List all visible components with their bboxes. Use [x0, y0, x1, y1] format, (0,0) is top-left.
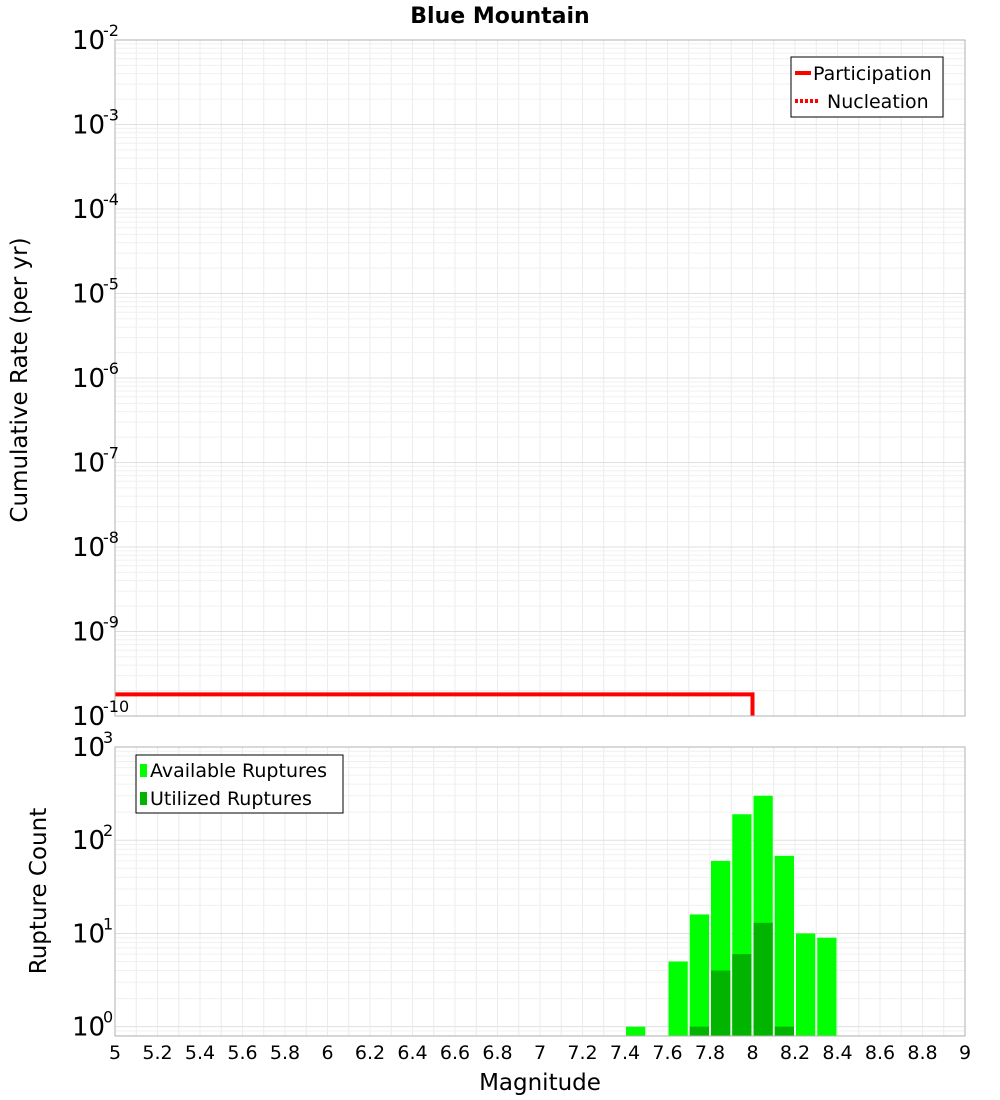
legend-nucleation-label: Nucleation	[827, 91, 929, 113]
bar-available-ruptures	[689, 914, 709, 1036]
x-tick-label: 5.4	[185, 1042, 215, 1064]
bottom-y-tick-exponent: 1	[103, 914, 113, 933]
top-series-group	[115, 692, 755, 716]
bottom-x-ticks: 5 5.2 5.4 5.6 5.8 6 6.2 6.4 6.6 6.8 7 7.2 7.4 7.6 7.8 8…	[109, 1042, 971, 1064]
x-tick-label: 5.2	[142, 1042, 172, 1064]
x-tick-label: 8.6	[865, 1042, 895, 1064]
top-y-tick-base: 10	[72, 111, 105, 141]
top-y-tick: 10-6	[72, 359, 119, 394]
top-y-tick: 10-10	[72, 697, 129, 732]
top-y-tick-exponent: -3	[103, 106, 119, 125]
legend-available-swatch	[140, 764, 147, 777]
top-y-tick-base: 10	[72, 618, 105, 648]
top-y-tick: 10-4	[72, 190, 119, 225]
bottom-y-tick-base: 10	[72, 1013, 105, 1043]
bar-utilized-ruptures	[689, 1026, 709, 1036]
top-legend-box	[790, 56, 944, 118]
x-tick-label: 6.4	[397, 1042, 427, 1064]
x-tick-label: 5	[109, 1042, 121, 1064]
bottom-y-tick: 103	[72, 728, 113, 763]
legend-utilized-swatch	[140, 792, 147, 805]
x-tick-label: 7.2	[567, 1042, 597, 1064]
bottom-y-axis-label: Rupture Count	[26, 808, 52, 974]
x-tick-label: 7.6	[652, 1042, 682, 1064]
x-tick-label: 5.8	[270, 1042, 300, 1064]
bottom-legend: Available Ruptures Utilized Ruptures	[135, 754, 344, 814]
series-line-participation	[115, 692, 755, 716]
x-tick-label: 8.2	[780, 1042, 810, 1064]
bottom-y-tick-base: 10	[72, 826, 105, 856]
top-y-tick-exponent: -5	[103, 275, 119, 294]
top-y-tick: 10-7	[72, 444, 119, 479]
top-y-ticks: 10-210-310-410-510-610-710-810-910-10	[72, 21, 129, 732]
bar-utilized-ruptures	[753, 922, 773, 1036]
top-chart: Blue Mountain 10-210-310-410-510-610-710…	[7, 4, 966, 732]
x-tick-label: 9	[959, 1042, 971, 1064]
top-y-tick: 10-5	[72, 275, 119, 310]
x-tick-label: 6	[321, 1042, 333, 1064]
legend-available-label: Available Ruptures	[150, 760, 327, 782]
x-tick-label: 8.8	[907, 1042, 937, 1064]
bar-utilized-ruptures	[774, 1026, 794, 1036]
top-y-tick: 10-2	[72, 21, 119, 56]
bottom-plot-border	[114, 746, 966, 1037]
x-tick-label: 7.8	[695, 1042, 725, 1064]
top-y-tick-exponent: -6	[103, 359, 119, 378]
bar-available-ruptures	[774, 855, 794, 1036]
top-legend: Participation Nucleation	[790, 56, 944, 118]
top-plot-border	[114, 39, 966, 717]
top-y-axis-label: Cumulative Rate (per yr)	[7, 237, 33, 522]
x-axis-label: Magnitude	[479, 1070, 601, 1096]
top-y-tick-base: 10	[72, 195, 105, 225]
bottom-y-tick-base: 10	[72, 919, 105, 949]
x-tick-label: 7.4	[610, 1042, 640, 1064]
top-y-tick-exponent: -7	[103, 444, 119, 463]
top-y-tick-base: 10	[72, 449, 105, 479]
bar-utilized-ruptures	[732, 954, 752, 1036]
top-y-tick-base: 10	[72, 702, 105, 732]
bottom-y-tick-exponent: 3	[103, 728, 113, 747]
x-tick-label: 6.2	[355, 1042, 385, 1064]
bottom-y-tick: 101	[72, 914, 113, 949]
top-y-tick-exponent: -8	[103, 528, 119, 547]
top-y-tick: 10-3	[72, 106, 119, 141]
x-tick-label: 8.4	[822, 1042, 852, 1064]
bottom-y-tick-exponent: 0	[103, 1008, 113, 1027]
bottom-legend-box	[135, 754, 344, 814]
chart-title: Blue Mountain	[410, 4, 589, 29]
bottom-bars-group	[626, 795, 837, 1036]
top-y-tick-exponent: -4	[103, 190, 119, 209]
top-y-tick-exponent: -9	[103, 613, 119, 632]
bar-available-ruptures	[626, 1026, 646, 1036]
top-y-tick-base: 10	[72, 26, 105, 56]
x-tick-label: 6.8	[482, 1042, 512, 1064]
legend-participation-label: Participation	[813, 63, 932, 85]
top-y-tick-base: 10	[72, 364, 105, 394]
top-y-tick: 10-9	[72, 613, 119, 648]
legend-utilized-label: Utilized Ruptures	[150, 788, 312, 810]
bar-available-ruptures	[796, 933, 816, 1036]
bar-available-ruptures	[817, 937, 837, 1036]
top-y-tick-base: 10	[72, 280, 105, 310]
bar-utilized-ruptures	[711, 970, 731, 1036]
bottom-y-tick: 102	[72, 821, 113, 856]
top-y-tick: 10-8	[72, 528, 119, 563]
bottom-y-tick-base: 10	[72, 733, 105, 763]
top-y-tick-exponent: -10	[103, 697, 129, 716]
top-y-tick-exponent: -2	[103, 21, 119, 40]
x-tick-label: 6.6	[440, 1042, 470, 1064]
x-tick-label: 8	[746, 1042, 758, 1064]
top-gridlines	[114, 40, 966, 717]
bottom-y-tick: 100	[72, 1008, 113, 1043]
bottom-y-tick-exponent: 2	[103, 821, 113, 840]
x-tick-label: 5.6	[227, 1042, 257, 1064]
x-tick-label: 7	[534, 1042, 546, 1064]
bar-available-ruptures	[668, 961, 688, 1036]
top-y-tick-base: 10	[72, 533, 105, 563]
